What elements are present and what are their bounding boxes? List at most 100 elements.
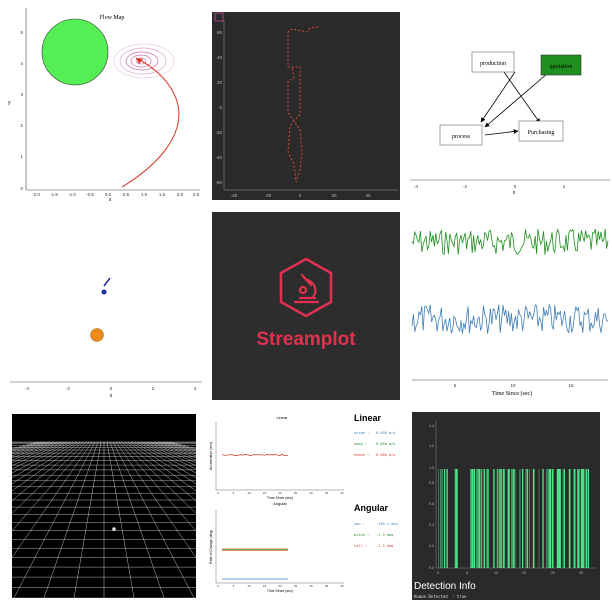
grid-line: [121, 441, 196, 514]
trajectory-yticks: -60 -40 -20 0 20 40 60: [215, 30, 222, 185]
svg-text:-40: -40: [231, 193, 238, 198]
flow-map-panel: Flow Map -2.0 -1.5 -1.0 -0.5 0.0 0.5 1.0…: [0, 0, 204, 204]
detection-bar: [440, 469, 441, 568]
svg-text:process: process: [452, 134, 471, 140]
detection-bar: [574, 469, 576, 568]
detection-bar: [556, 469, 559, 568]
x-tick-label: 15: [263, 491, 267, 495]
detection-bar: [472, 469, 474, 568]
svg-text:40: 40: [365, 193, 371, 198]
svg-text:-2: -2: [66, 386, 70, 391]
flow-map-ylabel: y: [8, 100, 11, 106]
detection-bar: [583, 469, 585, 568]
readout-surge-label: surge :: [354, 431, 369, 435]
grid-line: [154, 441, 196, 457]
svg-text:1.2: 1.2: [429, 444, 434, 448]
svg-text:15: 15: [568, 383, 574, 388]
svg-text:4: 4: [194, 386, 197, 391]
readout-roll-label: roll :: [354, 544, 367, 548]
svg-text:-0.5: -0.5: [86, 192, 94, 197]
detection-status-value: : true: [452, 594, 467, 599]
flow-map-title: Flow Map: [100, 15, 125, 21]
svg-text:2: 2: [563, 184, 566, 189]
svg-text:3: 3: [20, 92, 23, 97]
detection-bar: [444, 469, 446, 568]
streamplot-logo: Streamplot: [256, 257, 356, 350]
svg-text:25: 25: [579, 571, 583, 575]
svg-text:-40: -40: [215, 155, 222, 160]
readout-pitch-value: -1.3 deg: [376, 533, 393, 537]
grid-line: [73, 441, 102, 598]
detection-bar: [511, 469, 512, 568]
hexagon-icon: [279, 257, 333, 318]
microscope-icon: [293, 273, 320, 304]
grid-line: [157, 441, 196, 455]
detection-yticks: 0.0 0.2 0.4 0.6 0.8 1.0 1.2 1.4: [429, 424, 434, 570]
streamplot-title: Streamplot: [256, 329, 356, 350]
detection-bar: [526, 469, 529, 568]
grid-line: [118, 441, 196, 532]
node-quotation[interactable]: quotation: [540, 54, 582, 76]
x-tick-label: 25: [294, 584, 298, 588]
detection-bar: [548, 469, 550, 568]
svg-text:0: 0: [437, 571, 439, 575]
svg-text:quotation: quotation: [550, 64, 573, 70]
svg-text:1.0: 1.0: [429, 466, 434, 470]
grid-line: [160, 441, 196, 453]
svg-text:0.5: 0.5: [123, 192, 130, 197]
grid-line: [12, 441, 48, 453]
x-tick-label: 30: [309, 491, 313, 495]
svg-text:0: 0: [514, 184, 517, 189]
detection-bar: [508, 469, 510, 568]
trajectory-chart: -40 -20 0 20 40 -60 -40 -20 0 20 40 60: [214, 12, 398, 198]
detection-bar: [562, 469, 564, 568]
grid-line: [12, 441, 87, 514]
svg-text:5: 5: [454, 383, 457, 388]
x-tick-label: 40: [340, 584, 344, 588]
grid-line: [115, 441, 196, 558]
detection-bar: [582, 469, 584, 568]
readout-surge-value: 0.050 m/s: [376, 431, 395, 435]
position-marker: [101, 289, 107, 295]
trajectory-xticks: -40 -20 0 20 40: [231, 193, 371, 198]
grid-line: [12, 441, 39, 450]
svg-text:1.0: 1.0: [141, 192, 148, 197]
signals-xlabel: Time Since (sec): [492, 390, 532, 397]
readout-pitch-label: pitch :: [354, 533, 369, 537]
flow-map-chart: Flow Map -2.0 -1.5 -1.0 -0.5 0.0 0.5 1.0…: [8, 8, 200, 203]
grid-line: [12, 441, 72, 474]
readout-yaw-label: yaw :: [354, 522, 365, 526]
detection-bar: [454, 469, 456, 568]
detection-bar: [512, 469, 514, 568]
svg-text:5: 5: [20, 30, 23, 35]
node-purchasing[interactable]: Purchasing: [518, 120, 564, 142]
detection-bar: [546, 469, 547, 568]
readout-sway-value: 0.050 m/s: [376, 442, 395, 446]
imu-dashboard-panel: Linear Acceleration (m/s) 0 5 10 15 20 25 30 35…: [204, 408, 408, 612]
svg-text:40: 40: [217, 55, 223, 60]
grid-line: [12, 441, 69, 470]
detection-bars: [438, 469, 589, 568]
orange-ball: [90, 328, 104, 342]
svg-text:1.4: 1.4: [429, 424, 434, 428]
detection-bar: [476, 469, 478, 568]
flow-map-yticks: 0 1 2 3 4 5: [20, 30, 23, 191]
detection-bar: [573, 469, 576, 568]
detection-xticks: 0 5 10 15 20 25: [437, 571, 583, 575]
node-production[interactable]: production: [471, 51, 515, 73]
svg-text:60: 60: [217, 30, 223, 35]
grid-line: [163, 441, 196, 452]
detection-bar: [441, 469, 443, 568]
detection-bar: [514, 469, 516, 568]
angular-heading: Angular: [354, 503, 388, 513]
grid-3d-panel: [12, 414, 196, 598]
object-view-xticks: -4 -2 0 2 4: [25, 386, 197, 391]
detection-bar: [483, 469, 485, 568]
x-tick-label: 20: [278, 584, 282, 588]
svg-text:0.0: 0.0: [105, 192, 112, 197]
grid-line: [12, 441, 66, 466]
grid-line: [13, 441, 96, 598]
detection-bar: [580, 469, 583, 568]
node-process[interactable]: process: [439, 124, 483, 146]
x-tick-label: 35: [325, 584, 329, 588]
